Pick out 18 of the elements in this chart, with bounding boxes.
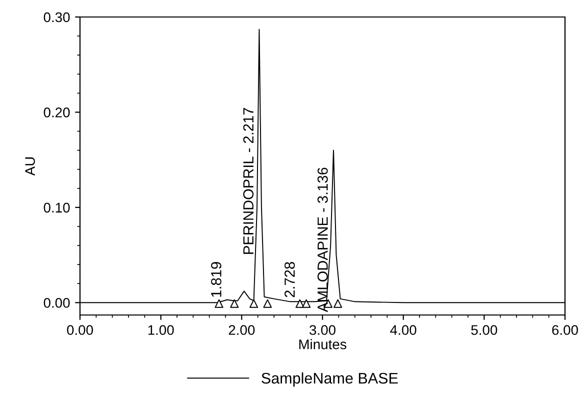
y-axis-title: AU — [25, 157, 35, 176]
annotation: 2.728 — [284, 262, 295, 298]
annotation: 1.819 — [211, 262, 222, 297]
x-tick-label: 1.00 — [148, 325, 174, 335]
x-tick-label: 4.00 — [390, 325, 416, 335]
x-tick-label: 3.00 — [310, 325, 336, 335]
y-tick-label: 0.30 — [44, 12, 70, 22]
x-tick-label: 0.00 — [67, 325, 93, 335]
x-tick-label: 6.00 — [552, 325, 578, 335]
annotation: AMLODAPINE - 3.136 — [318, 168, 328, 312]
y-tick-label: 0.20 — [44, 108, 70, 118]
x-tick-label: 5.00 — [471, 325, 498, 335]
annotation: PERINDOPRIL - 2.217 — [243, 108, 254, 254]
legend-label: SampleName BASE — [262, 372, 398, 387]
x-tick-label: 2.00 — [228, 325, 255, 335]
y-tick-label: 0.10 — [44, 202, 70, 213]
x-axis-title: Minutes — [299, 339, 346, 350]
y-tick-label: 0.00 — [44, 298, 70, 308]
